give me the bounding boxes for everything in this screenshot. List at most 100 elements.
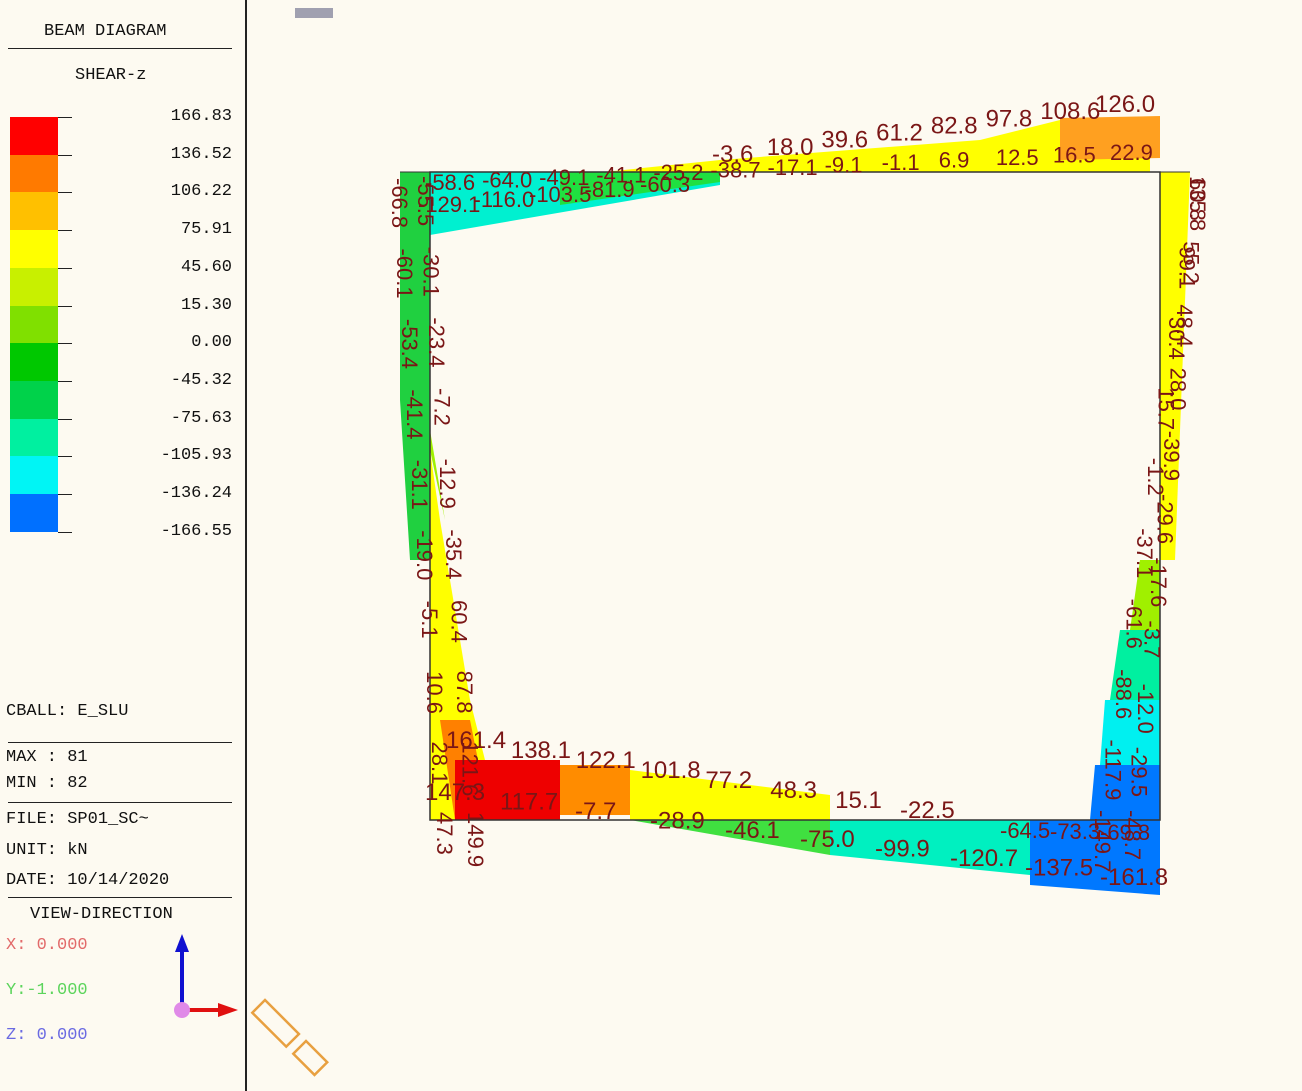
shear-value-label: 60.4 <box>446 600 471 643</box>
shear-value-label: -58.6 <box>425 170 475 195</box>
shear-value-label: -41.1 <box>596 163 646 188</box>
shear-value-label: 60.8 <box>1185 178 1210 221</box>
toolbar-mark <box>295 8 333 18</box>
shear-value-label: 97.8 <box>986 105 1033 132</box>
shear-value-label: -64.0 <box>482 168 532 193</box>
shear-value-label: 77.2 <box>705 767 752 794</box>
shear-fill-bottom-max <box>455 760 560 820</box>
shear-fill-top-mid <box>560 172 720 205</box>
shear-value-label: -99.9 <box>875 836 930 863</box>
legend-swatch <box>10 494 58 532</box>
shear-value-label: -103.5 <box>529 182 591 207</box>
legend-value: -166.55 <box>160 521 232 541</box>
diagram-title: BEAM DIAGRAM <box>44 22 167 41</box>
shear-value-label: -81.9 <box>585 177 635 202</box>
shear-value-label: -37.1 <box>1132 528 1157 578</box>
legend-tick <box>58 154 72 156</box>
shear-value-label: -88.6 <box>1111 669 1136 719</box>
legend-swatch <box>10 305 58 344</box>
legend-swatch <box>10 192 58 231</box>
file-name: FILE: SP01_SC~ <box>6 810 149 829</box>
shear-value-label: 147.3 <box>425 779 485 806</box>
shear-value-label: -75.0 <box>800 826 855 853</box>
shear-value-label: -60.3 <box>640 172 690 197</box>
shear-value-label: -35.4 <box>441 529 466 579</box>
legend-tick <box>58 117 72 118</box>
shear-value-label: -46.1 <box>725 817 780 844</box>
shear-fill-right-mid <box>1130 560 1160 630</box>
shear-value-label: -9.1 <box>825 153 863 178</box>
shear-value-label: -161.8 <box>1100 864 1168 891</box>
divider <box>8 897 232 898</box>
shear-value-label: 28.0 <box>1166 368 1191 411</box>
shear-value-label: -117.9 <box>1101 740 1126 801</box>
legend-tick <box>58 494 72 495</box>
shear-value-label: -129.1 <box>418 192 480 217</box>
shear-value-label: -31.1 <box>407 460 432 510</box>
divider <box>8 48 232 49</box>
legend-tick <box>58 343 72 345</box>
shear-value-label: -25.2 <box>653 160 703 185</box>
shear-value-label: 61.2 <box>876 120 923 147</box>
shear-fill-bottom-positive <box>630 770 830 820</box>
shear-value-label: 48.3 <box>770 777 817 804</box>
shear-value-label: 138.1 <box>511 737 571 764</box>
shear-value-label: -66.8 <box>387 178 412 228</box>
shear-value-label: 117.7 <box>500 788 558 815</box>
legend-value: 75.91 <box>180 220 232 240</box>
legend-value: -75.63 <box>170 408 232 428</box>
legend-value: 106.22 <box>170 182 232 202</box>
view-z: Z: 0.000 <box>6 1026 88 1045</box>
legend-panel: BEAM DIAGRAM SHEAR-z CBALL: E_SLU MAX : … <box>0 0 247 1091</box>
shear-value-label: -64.5 <box>1000 818 1050 843</box>
load-combination: CBALL: E_SLU <box>6 702 129 721</box>
legend-tick <box>58 192 72 194</box>
shear-value-label: -1.2 <box>1143 458 1168 496</box>
value-labels: -3.6 18.0 39.6 61.2 82.8 97.8 108.6126.0-58.6-… <box>387 91 1210 891</box>
shear-value-label: -12.0 <box>1133 684 1158 734</box>
shear-value-label: -73.3 <box>1050 819 1100 844</box>
shear-value-label: -60.1 <box>392 248 417 298</box>
shear-value-label: 82.8 <box>931 112 978 139</box>
shear-fill-right-positive <box>1160 172 1190 560</box>
shear-value-label: -116.0 <box>474 187 535 212</box>
legend-value: 136.52 <box>170 144 232 164</box>
shear-value-label: 135.8 <box>1185 176 1210 231</box>
shear-fill-right-blue <box>1090 765 1160 820</box>
shear-value-label: -3.7 <box>1140 620 1165 658</box>
shear-value-label: -7.2 <box>430 388 455 426</box>
legend-tick <box>58 305 72 307</box>
frame-outline <box>429 171 1161 821</box>
shear-value-label: -137.5 <box>1025 855 1093 882</box>
shear-value-label: 30.4 <box>1164 317 1189 360</box>
shear-value-label: -19.0 <box>412 530 437 580</box>
shear-value-label: 87.8 <box>452 671 477 714</box>
unit: UNIT: kN <box>6 841 88 860</box>
legend-swatch <box>10 380 58 419</box>
legend-value: 45.60 <box>180 257 232 277</box>
shear-value-label: 10.6 <box>422 671 447 714</box>
shear-value-label: -29.5 <box>1127 747 1152 797</box>
date: DATE: 10/14/2020 <box>6 871 170 890</box>
legend-tick <box>58 380 72 382</box>
shear-value-label: -38.7 <box>710 158 760 183</box>
shear-value-label: -41.4 <box>402 389 427 439</box>
shear-value-label: -120.7 <box>950 845 1018 872</box>
shear-value-label: 149.9 <box>463 812 488 867</box>
drawing-tool-icon <box>250 998 329 1077</box>
shear-value-label: -29.6 <box>1153 494 1178 544</box>
shear-value-label: -3.6 <box>712 141 753 168</box>
shear-value-label: -17.1 <box>768 155 818 180</box>
shear-value-label: -7.7 <box>575 798 616 825</box>
legend-tick <box>58 230 72 232</box>
shear-value-label: -61.6 <box>1122 599 1147 649</box>
view-direction-title: VIEW-DIRECTION <box>30 905 173 924</box>
legend-swatch <box>10 267 58 306</box>
legend-swatch <box>10 418 58 457</box>
shear-value-label: 6.9 <box>939 148 970 173</box>
shear-value-label: -12.9 <box>435 459 460 509</box>
component-label: SHEAR-z <box>75 66 147 85</box>
min-element: MIN : 82 <box>6 774 88 793</box>
shear-value-label: -48.7 <box>1120 810 1145 860</box>
legend-tick <box>58 418 72 420</box>
